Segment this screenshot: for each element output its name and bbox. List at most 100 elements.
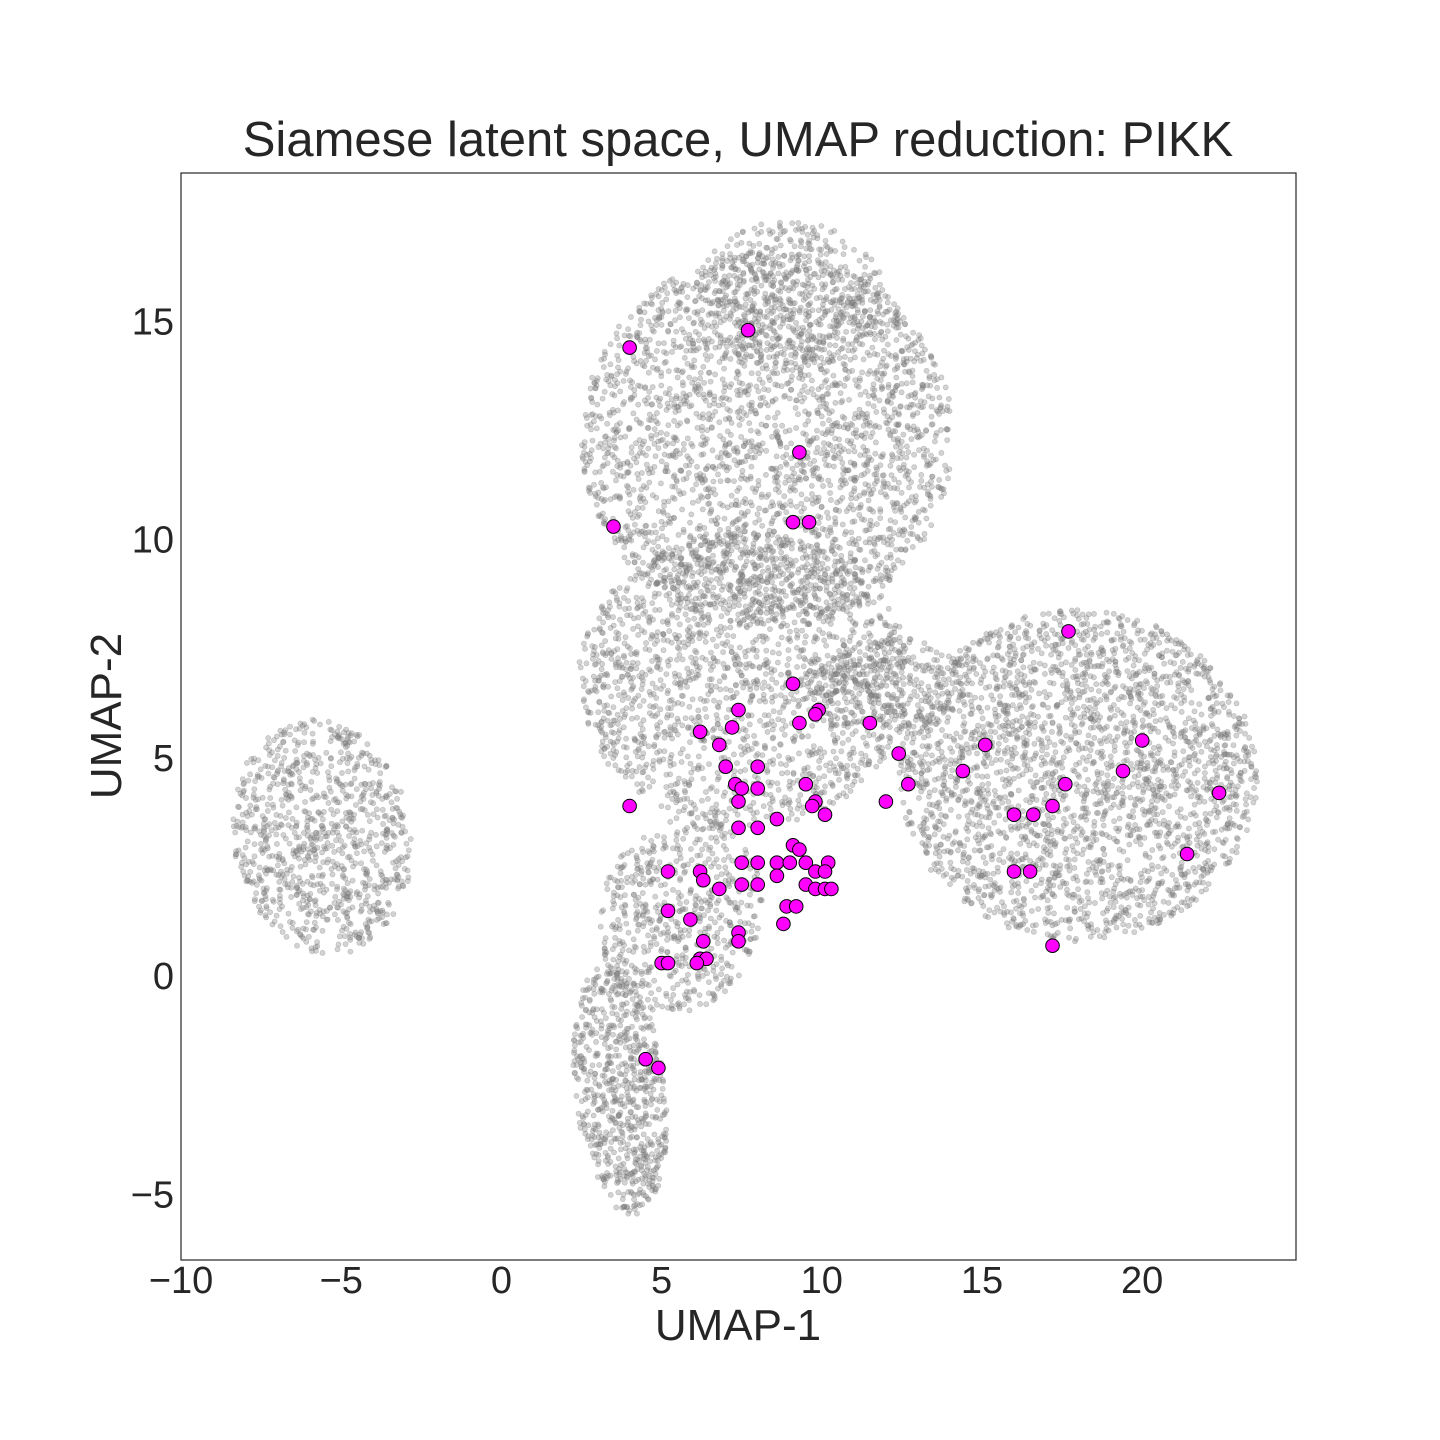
background-point <box>625 326 631 333</box>
background-point <box>819 281 825 288</box>
background-point <box>796 309 803 315</box>
background-point <box>621 544 628 551</box>
background-point <box>932 433 939 439</box>
background-point <box>264 867 271 873</box>
background-point <box>315 872 322 879</box>
background-point <box>928 522 935 529</box>
background-point <box>371 886 378 893</box>
background-point <box>879 320 886 327</box>
background-point <box>325 856 331 863</box>
background-point <box>373 906 380 912</box>
background-point <box>780 717 787 724</box>
background-point <box>629 551 636 558</box>
background-point <box>614 646 621 652</box>
background-point <box>673 393 680 399</box>
background-point <box>636 789 643 795</box>
background-point <box>315 794 321 801</box>
background-point <box>331 797 337 803</box>
background-point <box>339 770 345 776</box>
background-point <box>680 807 687 814</box>
background-point <box>290 762 297 769</box>
background-point <box>274 862 281 869</box>
background-point <box>765 568 772 574</box>
background-point <box>893 500 900 507</box>
background-point <box>866 563 873 570</box>
background-point <box>353 829 360 836</box>
background-point <box>595 513 602 519</box>
background-point <box>380 821 386 827</box>
background-point <box>703 714 710 720</box>
background-point <box>719 376 726 383</box>
background-point <box>837 477 844 484</box>
background-point <box>795 569 801 576</box>
background-point <box>720 436 727 443</box>
background-point <box>798 491 805 498</box>
background-point <box>726 805 733 812</box>
background-point <box>709 310 715 317</box>
background-point <box>264 867 271 873</box>
background-point <box>741 409 747 416</box>
background-point <box>804 231 811 238</box>
background-point <box>835 323 841 329</box>
background-point <box>867 307 874 313</box>
background-point <box>778 549 785 556</box>
background-point <box>861 271 868 278</box>
background-point <box>937 405 944 412</box>
background-point <box>855 505 862 511</box>
background-point <box>625 488 631 495</box>
background-point <box>265 770 272 777</box>
background-point <box>912 339 919 346</box>
background-point <box>633 416 640 423</box>
background-point <box>934 384 940 391</box>
background-point <box>699 427 705 434</box>
background-point <box>702 638 709 645</box>
background-point <box>845 425 851 432</box>
background-point <box>633 665 640 672</box>
background-point <box>636 703 643 709</box>
background-point <box>695 707 702 714</box>
background-point <box>713 643 720 649</box>
background-point <box>309 768 316 775</box>
background-point <box>377 770 384 777</box>
background-point <box>258 831 264 838</box>
background-point <box>369 857 376 864</box>
background-point <box>251 898 258 905</box>
background-point <box>395 885 401 892</box>
background-point <box>853 541 860 548</box>
background-point <box>736 602 742 608</box>
background-point <box>346 739 353 746</box>
background-point <box>844 311 850 318</box>
background-point <box>693 388 700 395</box>
background-point <box>870 403 877 410</box>
background-point <box>769 433 775 440</box>
background-point <box>367 934 374 941</box>
background-point <box>365 929 372 936</box>
background-point <box>718 574 724 581</box>
background-point <box>673 367 680 374</box>
background-point <box>697 375 704 382</box>
background-point <box>300 890 306 897</box>
background-point <box>773 359 779 366</box>
background-point <box>637 444 644 451</box>
background-point <box>715 471 721 478</box>
background-point <box>901 526 907 533</box>
background-point <box>230 823 237 830</box>
background-point <box>275 824 282 831</box>
background-point <box>920 506 926 513</box>
background-point <box>918 471 925 478</box>
background-point <box>251 841 258 848</box>
background-point <box>297 863 304 870</box>
background-point <box>857 391 864 398</box>
background-point <box>839 459 846 466</box>
background-point <box>739 345 746 352</box>
background-point <box>715 721 721 728</box>
background-point <box>657 677 664 684</box>
background-point <box>780 613 787 620</box>
background-point <box>360 792 366 798</box>
background-point <box>350 840 357 846</box>
background-point <box>719 263 726 269</box>
background-point <box>588 412 595 418</box>
background-point <box>591 626 598 633</box>
background-point <box>634 471 641 477</box>
background-point <box>280 778 287 784</box>
